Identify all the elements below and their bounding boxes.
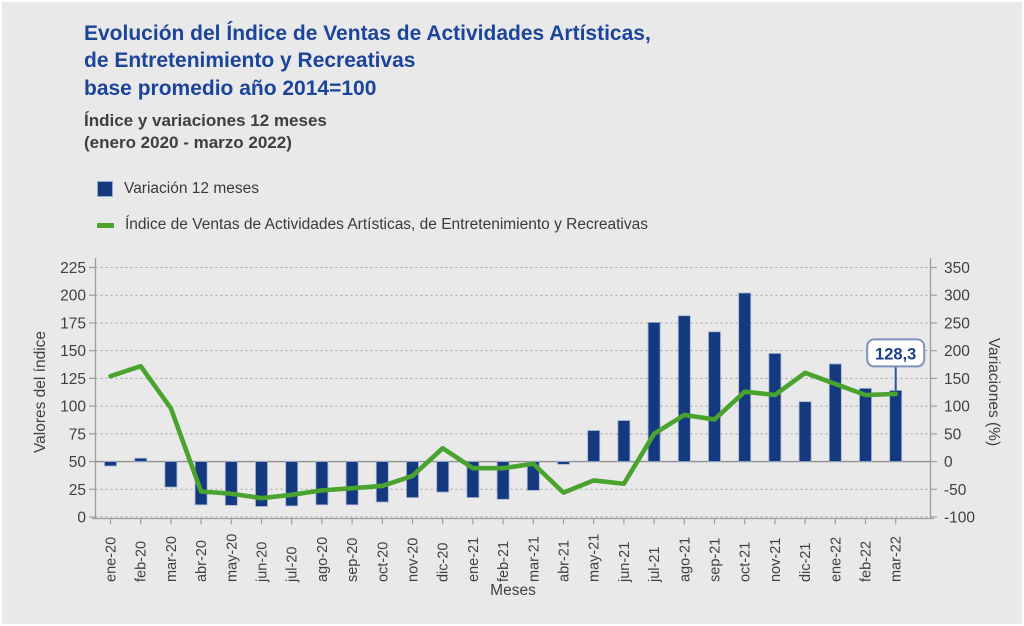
svg-text:150: 150 (944, 371, 970, 388)
x-axis-title: Meses (490, 582, 536, 599)
svg-text:ago-21: ago-21 (677, 537, 693, 582)
bar-may-20 (224, 461, 238, 506)
legend-item-indice: Índice de Ventas de Actividades Artístic… (97, 216, 648, 234)
bar-ene-21 (466, 461, 480, 498)
svg-text:100: 100 (944, 399, 970, 416)
svg-text:nov-20: nov-20 (406, 538, 422, 582)
svg-text:jun-21: jun-21 (617, 542, 633, 583)
svg-text:feb-22: feb-22 (859, 541, 875, 582)
svg-text:mar-20: mar-20 (164, 536, 180, 582)
bar-mar-20 (164, 461, 178, 488)
svg-text:feb-21: feb-21 (496, 541, 512, 582)
bar-dic-20 (436, 461, 450, 493)
svg-text:175: 175 (60, 315, 86, 332)
svg-text:dic-20: dic-20 (436, 543, 452, 583)
svg-text:75: 75 (69, 426, 86, 443)
axes (89, 258, 937, 525)
legend-line-label: Índice de Ventas de Actividades Artístic… (125, 216, 648, 233)
bar-ene-22 (828, 363, 842, 462)
legend-bar-label: Variación 12 meses (124, 180, 259, 197)
svg-text:300: 300 (944, 288, 970, 305)
bar-may-21 (587, 430, 601, 462)
svg-text:200: 200 (60, 288, 86, 305)
svg-text:may-21: may-21 (587, 534, 603, 582)
bar-ago-21 (677, 315, 691, 462)
bar-sep-21 (708, 331, 721, 462)
bar-nov-21 (768, 353, 782, 462)
svg-text:0: 0 (944, 454, 953, 471)
gridlines (95, 267, 931, 518)
svg-text:jul-20: jul-20 (285, 547, 301, 583)
annotation-callout: 128,3 (866, 338, 926, 391)
bar-series-swatch-icon (97, 181, 113, 197)
bar-feb-20 (134, 457, 148, 462)
svg-text:50: 50 (69, 454, 87, 471)
svg-text:dic-21: dic-21 (798, 543, 814, 583)
bar-oct-20 (375, 461, 389, 503)
svg-text:25: 25 (69, 482, 86, 499)
bar-ago-20 (315, 461, 329, 506)
svg-text:350: 350 (944, 260, 970, 277)
svg-text:jul-21: jul-21 (647, 547, 663, 583)
svg-text:150: 150 (60, 343, 86, 360)
svg-text:mar-22: mar-22 (889, 536, 905, 582)
svg-text:sep-21: sep-21 (708, 538, 724, 582)
right-axis-title: Variaciones (%) (985, 338, 1002, 446)
index-line (108, 363, 899, 501)
svg-text:100: 100 (60, 399, 86, 416)
bar-feb-22 (859, 387, 872, 462)
bar-series (104, 292, 903, 507)
chart-subtitle: Índice y variaciones 12 meses (enero 202… (84, 111, 327, 153)
svg-text:mar-21: mar-21 (526, 536, 542, 582)
svg-text:ene-22: ene-22 (828, 537, 844, 582)
svg-text:200: 200 (944, 343, 970, 360)
left-axis-title: Valores del índice (32, 331, 49, 453)
svg-text:250: 250 (944, 315, 970, 332)
line-series-swatch-icon (97, 222, 114, 228)
bar-sep-20 (345, 461, 359, 506)
svg-text:50: 50 (944, 426, 962, 443)
annotation-value: 128,3 (875, 345, 916, 363)
svg-text:feb-20: feb-20 (134, 541, 150, 582)
svg-text:-50: -50 (944, 482, 967, 499)
svg-text:oct-20: oct-20 (375, 542, 391, 582)
svg-text:ene-20: ene-20 (104, 537, 120, 582)
bar-ene-20 (104, 461, 117, 467)
bar-jul-21 (647, 321, 661, 462)
svg-text:sep-20: sep-20 (345, 538, 361, 582)
svg-text:nov-21: nov-21 (768, 538, 784, 582)
left-axis-tick-labels: 0 25 50 75 100 125 150 175 200 225 (60, 260, 86, 527)
bar-jun-21 (617, 420, 631, 462)
bar-feb-21 (496, 461, 510, 500)
bar-dic-21 (798, 401, 812, 462)
svg-text:125: 125 (60, 371, 86, 388)
svg-text:jun-20: jun-20 (255, 542, 271, 583)
bar-abr-21 (557, 461, 570, 465)
svg-text:abr-21: abr-21 (557, 540, 573, 582)
right-axis-tick-labels: -100 -50 0 50 100 150 200 250 300 350 (944, 260, 975, 527)
bar-mar-22 (889, 390, 903, 462)
chart-title: Evolución del Índice de Ventas de Activi… (84, 22, 651, 100)
svg-text:-100: -100 (944, 510, 975, 527)
bar-jun-20 (255, 461, 268, 507)
x-axis-tick-labels: ene-20 feb-20 mar-20 abr-20 may-20 jun-20 jul-… (104, 534, 905, 583)
svg-text:oct-21: oct-21 (738, 542, 754, 582)
bar-jul-20 (285, 461, 299, 507)
svg-text:225: 225 (60, 260, 86, 277)
svg-text:ago-20: ago-20 (315, 537, 331, 582)
legend-item-variacion: Variación 12 meses (97, 180, 259, 198)
svg-text:may-20: may-20 (224, 534, 240, 582)
bar-oct-21 (738, 292, 752, 462)
svg-text:ene-21: ene-21 (466, 537, 482, 582)
svg-text:0: 0 (77, 510, 86, 527)
svg-text:abr-20: abr-20 (194, 540, 210, 582)
